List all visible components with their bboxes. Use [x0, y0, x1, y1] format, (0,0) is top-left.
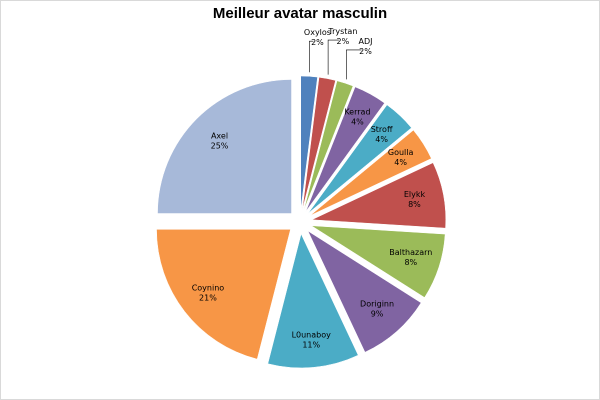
slice-name-trystan: Trystan: [327, 27, 357, 36]
slice-name-axel: Axel: [211, 132, 228, 141]
pie-slice-goulla: [309, 129, 432, 216]
slice-name-goulla: Goulla: [388, 148, 414, 157]
slice-percent-l0unaboy: 11%: [302, 341, 320, 350]
pie-slice-elykk: [311, 162, 447, 229]
slice-percent-oxylos: 2%: [311, 38, 324, 47]
pie-slice-axel: [157, 79, 292, 214]
slice-label-l0unaboy: L0unaboy 11%: [292, 331, 332, 350]
pie-slice-stroff: [308, 104, 412, 214]
pie-slice-oxylos: [300, 75, 318, 211]
slice-label-balthazarn: Balthazarn 8%: [389, 248, 432, 267]
slice-name-balthazarn: Balthazarn: [389, 248, 432, 257]
slice-name-oxylos: Oxylos: [304, 28, 331, 37]
leader-line-adj: [346, 49, 362, 80]
chart-title: Meilleur avatar masculin: [212, 5, 388, 22]
pie-slice-doriginn: [307, 230, 422, 353]
slice-percent-coynino: 21%: [199, 293, 217, 302]
slice-percent-kerrad: 4%: [351, 118, 364, 127]
slice-name-kerrad: Kerrad: [344, 108, 370, 117]
slice-label-axel: Axel 25%: [211, 132, 229, 151]
slice-percent-stroff: 4%: [375, 135, 388, 144]
pie-slice-kerrad: [305, 86, 385, 212]
pie-slice-balthazarn: [311, 225, 446, 298]
slice-name-doriginn: Doriginn: [360, 299, 394, 308]
slice-percent-adj: 2%: [359, 47, 372, 56]
slice-name-l0unaboy: L0unaboy: [292, 331, 332, 340]
slice-label-adj: ADJ 2%: [359, 37, 373, 56]
slice-percent-trystan: 2%: [337, 37, 350, 46]
slice-percent-axel: 25%: [211, 142, 229, 151]
slice-label-kerrad: Kerrad 4%: [344, 108, 370, 127]
slice-label-elykk: Elykk 8%: [404, 190, 426, 209]
slice-name-adj: ADJ: [359, 37, 373, 46]
slice-label-stroff: Stroff 4%: [371, 125, 393, 144]
pie-slice-trystan: [302, 76, 336, 211]
slice-label-oxylos: Oxylos 2%: [304, 28, 331, 47]
slice-label-goulla: Goulla 4%: [388, 148, 414, 167]
pie-slice-coynino: [156, 229, 291, 360]
leader-line-oxylos: [309, 40, 314, 73]
slice-name-coynino: Coynino: [192, 283, 225, 292]
slice-percent-goulla: 4%: [394, 158, 407, 167]
slice-name-elykk: Elykk: [404, 190, 426, 199]
pie-slice-adj: [303, 80, 354, 211]
slice-percent-elykk: 8%: [408, 200, 421, 209]
slice-percent-doriginn: 9%: [371, 309, 384, 318]
slice-percent-balthazarn: 8%: [404, 258, 417, 267]
leader-line-trystan: [327, 39, 339, 75]
slice-name-stroff: Stroff: [371, 125, 393, 134]
pie-slice-l0unaboy: [267, 233, 359, 369]
slice-label-trystan: Trystan 2%: [327, 27, 357, 46]
slice-label-doriginn: Doriginn 9%: [360, 299, 394, 318]
slice-label-coynino: Coynino 21%: [192, 283, 225, 302]
